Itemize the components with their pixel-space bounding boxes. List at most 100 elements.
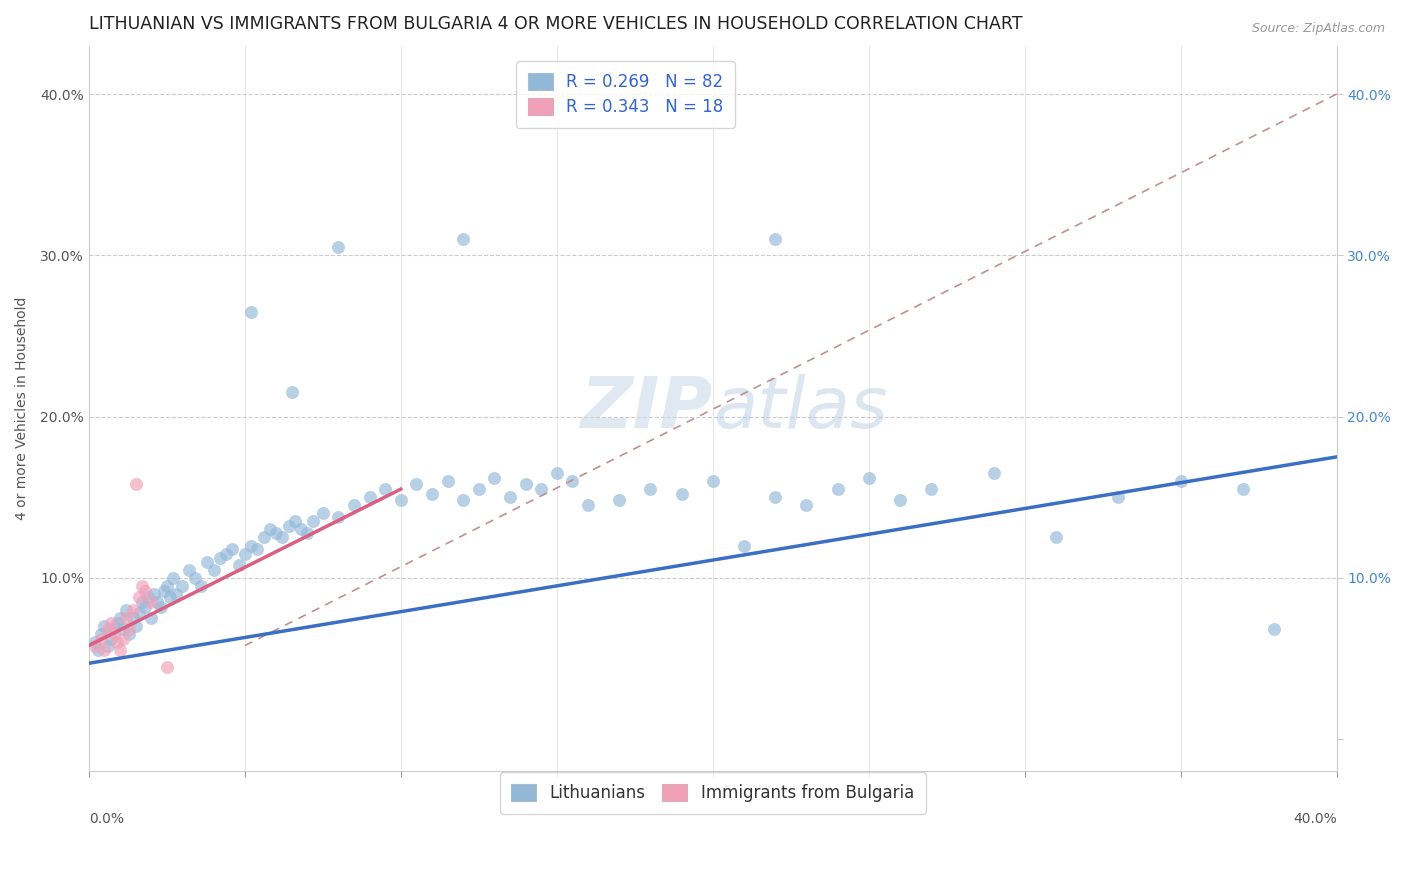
Point bbox=[671, 487, 693, 501]
Point bbox=[172, 579, 194, 593]
Point bbox=[858, 471, 880, 485]
Y-axis label: 4 or more Vehicles in Household: 4 or more Vehicles in Household bbox=[15, 297, 30, 520]
Point bbox=[121, 603, 143, 617]
Point bbox=[90, 632, 112, 646]
Point bbox=[252, 531, 274, 545]
Point bbox=[983, 466, 1005, 480]
Legend: Lithuanians, Immigrants from Bulgaria: Lithuanians, Immigrants from Bulgaria bbox=[499, 772, 925, 814]
Point bbox=[312, 506, 335, 520]
Point bbox=[889, 493, 911, 508]
Point bbox=[436, 474, 458, 488]
Point bbox=[228, 558, 250, 572]
Point bbox=[1232, 482, 1254, 496]
Text: ZIP: ZIP bbox=[581, 374, 713, 443]
Point bbox=[100, 615, 122, 630]
Point bbox=[118, 623, 141, 637]
Point bbox=[796, 498, 818, 512]
Point bbox=[451, 232, 474, 246]
Point bbox=[484, 471, 506, 485]
Text: Source: ZipAtlas.com: Source: ZipAtlas.com bbox=[1251, 22, 1385, 36]
Point bbox=[389, 493, 412, 508]
Point bbox=[121, 611, 143, 625]
Point bbox=[1170, 474, 1192, 488]
Point bbox=[93, 619, 115, 633]
Point bbox=[152, 583, 174, 598]
Point bbox=[112, 632, 135, 646]
Point bbox=[277, 519, 299, 533]
Point bbox=[640, 482, 662, 496]
Point bbox=[134, 583, 156, 598]
Point bbox=[162, 571, 184, 585]
Point bbox=[134, 599, 156, 614]
Point bbox=[576, 498, 599, 512]
Point bbox=[124, 619, 146, 633]
Point bbox=[190, 579, 212, 593]
Point bbox=[280, 385, 302, 400]
Point bbox=[264, 525, 287, 540]
Point bbox=[607, 493, 630, 508]
Point bbox=[233, 547, 256, 561]
Point bbox=[297, 525, 319, 540]
Point bbox=[290, 523, 312, 537]
Point bbox=[374, 482, 396, 496]
Point bbox=[141, 611, 163, 625]
Point bbox=[920, 482, 942, 496]
Point bbox=[1045, 531, 1067, 545]
Point bbox=[302, 515, 325, 529]
Point bbox=[87, 643, 110, 657]
Point bbox=[259, 523, 281, 537]
Point bbox=[177, 563, 200, 577]
Text: LITHUANIAN VS IMMIGRANTS FROM BULGARIA 4 OR MORE VEHICLES IN HOUSEHOLD CORRELATI: LITHUANIAN VS IMMIGRANTS FROM BULGARIA 4… bbox=[89, 15, 1022, 33]
Point bbox=[184, 571, 207, 585]
Point bbox=[515, 477, 537, 491]
Point bbox=[202, 563, 225, 577]
Point bbox=[84, 639, 107, 653]
Point bbox=[128, 590, 150, 604]
Point bbox=[156, 579, 179, 593]
Point bbox=[115, 611, 138, 625]
Point bbox=[702, 474, 724, 488]
Text: atlas: atlas bbox=[713, 374, 887, 443]
Point bbox=[103, 627, 125, 641]
Point bbox=[105, 635, 128, 649]
Point bbox=[131, 595, 153, 609]
Point bbox=[221, 541, 243, 556]
Point bbox=[546, 466, 568, 480]
Point bbox=[97, 623, 120, 637]
Point bbox=[128, 607, 150, 621]
Point bbox=[284, 515, 307, 529]
Point bbox=[165, 587, 187, 601]
Point bbox=[827, 482, 849, 496]
Text: 40.0%: 40.0% bbox=[1294, 812, 1337, 826]
Point bbox=[108, 611, 131, 625]
Point bbox=[84, 635, 107, 649]
Point bbox=[146, 595, 169, 609]
Point bbox=[115, 603, 138, 617]
Point bbox=[112, 623, 135, 637]
Point bbox=[90, 627, 112, 641]
Point bbox=[215, 547, 238, 561]
Point bbox=[159, 590, 181, 604]
Point bbox=[105, 615, 128, 630]
Point bbox=[240, 304, 263, 318]
Point bbox=[451, 493, 474, 508]
Point bbox=[108, 643, 131, 657]
Point bbox=[733, 539, 755, 553]
Point bbox=[468, 482, 491, 496]
Point bbox=[328, 509, 350, 524]
Point bbox=[420, 487, 443, 501]
Text: 0.0%: 0.0% bbox=[89, 812, 124, 826]
Point bbox=[1107, 490, 1129, 504]
Point bbox=[103, 623, 125, 637]
Point bbox=[763, 490, 786, 504]
Point bbox=[271, 531, 294, 545]
Point bbox=[328, 240, 350, 254]
Point bbox=[118, 627, 141, 641]
Point bbox=[240, 539, 263, 553]
Point bbox=[208, 551, 231, 566]
Point bbox=[405, 477, 427, 491]
Point bbox=[197, 555, 219, 569]
Point bbox=[359, 490, 381, 504]
Point bbox=[149, 599, 172, 614]
Point bbox=[763, 232, 786, 246]
